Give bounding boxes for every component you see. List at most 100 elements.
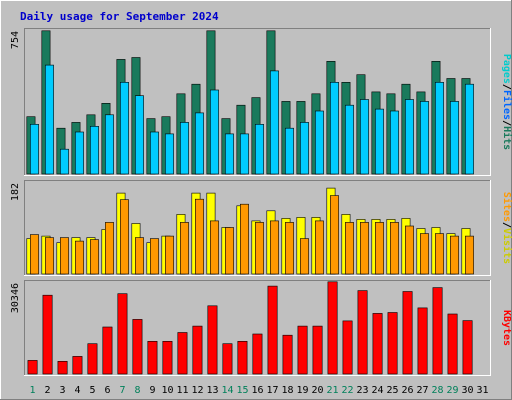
chart-title: Daily usage for September 2024 bbox=[20, 10, 219, 23]
bar-kbytes-day-13 bbox=[207, 305, 218, 375]
bar-files-day-9 bbox=[150, 131, 159, 175]
bar-kbytes-day-30 bbox=[462, 320, 473, 375]
x-tick-label-26: 26 bbox=[401, 385, 413, 396]
chart-panels: 754 Pages/Files/Hits 182 Sites/Visits 30346 K… bbox=[10, 28, 512, 376]
x-tick-label-3: 3 bbox=[59, 385, 65, 396]
bar-kbytes-day-28 bbox=[432, 287, 443, 375]
bar-files-day-27 bbox=[419, 101, 429, 175]
x-tick-label-6: 6 bbox=[104, 385, 110, 396]
bar-kbytes-day-22 bbox=[342, 320, 353, 375]
bar-sites-day-24 bbox=[374, 222, 384, 275]
y-max-tick-label: 182 bbox=[10, 183, 21, 201]
bar-files-day-12 bbox=[195, 112, 204, 175]
side-legend: Pages/Files/Hits bbox=[501, 54, 512, 150]
bar-kbytes-day-29 bbox=[447, 313, 458, 375]
bar-sites-day-27 bbox=[419, 233, 429, 275]
bar-kbytes-day-7 bbox=[117, 293, 128, 375]
bar-sites-day-6 bbox=[105, 222, 114, 275]
bar-sites-day-23 bbox=[359, 222, 369, 275]
x-tick-label-8: 8 bbox=[134, 385, 140, 396]
legend-label: Pages bbox=[501, 54, 512, 84]
bar-files-day-11 bbox=[180, 122, 189, 175]
bar-kbytes-day-18 bbox=[282, 334, 293, 375]
x-tick-label-18: 18 bbox=[281, 385, 293, 396]
bar-sites-day-11 bbox=[180, 222, 189, 275]
bar-sites-day-4 bbox=[75, 240, 84, 275]
bar-sites-day-7 bbox=[120, 199, 129, 275]
legend-label: Files bbox=[501, 90, 512, 120]
x-tick-label-4: 4 bbox=[74, 385, 80, 396]
bar-files-day-3 bbox=[59, 148, 69, 175]
bar-files-day-1 bbox=[29, 124, 39, 175]
x-axis-labels: 1 2 3 4 5 6 7 8 9 10 11 12 13 14 15 16 17 18 19 20 21 22 23 24 2… bbox=[29, 385, 488, 396]
bar-sites-day-17 bbox=[269, 220, 279, 275]
x-tick-label-15: 15 bbox=[236, 385, 248, 396]
bar-kbytes-day-15 bbox=[237, 340, 248, 375]
bar-sites-day-21 bbox=[329, 195, 339, 275]
x-tick-label-29: 29 bbox=[446, 385, 458, 396]
x-tick-label-21: 21 bbox=[326, 385, 338, 396]
panel-kbytes: 30346 KBytes bbox=[10, 280, 512, 376]
x-tick-label-17: 17 bbox=[266, 385, 278, 396]
bar-files-day-4 bbox=[75, 131, 84, 175]
y-max-tick-label: 754 bbox=[10, 31, 21, 49]
x-tick-label-13: 13 bbox=[206, 385, 218, 396]
x-tick-label-11: 11 bbox=[176, 385, 188, 396]
bar-kbytes-day-20 bbox=[312, 325, 323, 375]
x-tick-label-25: 25 bbox=[386, 385, 398, 396]
bar-kbytes-day-19 bbox=[297, 325, 308, 375]
bar-kbytes-day-12 bbox=[192, 325, 203, 375]
bar-kbytes-day-9 bbox=[147, 340, 158, 375]
x-tick-label-10: 10 bbox=[161, 385, 173, 396]
bar-files-day-13 bbox=[210, 89, 219, 175]
bar-files-day-14 bbox=[225, 133, 234, 175]
bar-files-day-25 bbox=[389, 110, 399, 175]
bar-files-day-28 bbox=[434, 82, 444, 175]
bar-kbytes-day-1 bbox=[27, 360, 38, 375]
bar-sites-day-26 bbox=[404, 225, 414, 275]
bar-files-day-29 bbox=[449, 101, 459, 175]
bar-sites-day-3 bbox=[59, 237, 69, 275]
bar-kbytes-day-16 bbox=[252, 333, 263, 375]
panel-visits_sites: 182 Sites/Visits bbox=[10, 180, 512, 276]
legend-label: KBytes bbox=[501, 310, 512, 346]
bar-files-day-8 bbox=[135, 95, 144, 175]
bar-files-day-19 bbox=[299, 122, 309, 175]
x-tick-label-5: 5 bbox=[89, 385, 95, 396]
x-tick-label-9: 9 bbox=[149, 385, 155, 396]
bar-kbytes-day-26 bbox=[402, 291, 413, 375]
bar-files-day-30 bbox=[464, 83, 474, 175]
x-tick-label-31: 31 bbox=[476, 385, 488, 396]
bar-kbytes-day-6 bbox=[102, 326, 113, 375]
bar-sites-day-2 bbox=[44, 237, 54, 275]
y-max-tick-label: 30346 bbox=[10, 283, 21, 313]
bar-kbytes-day-8 bbox=[132, 319, 143, 375]
x-tick-label-19: 19 bbox=[296, 385, 308, 396]
bar-kbytes-day-4 bbox=[72, 356, 83, 375]
bar-sites-day-29 bbox=[449, 235, 459, 275]
bar-sites-day-12 bbox=[195, 198, 204, 275]
x-tick-label-30: 30 bbox=[461, 385, 473, 396]
bar-sites-day-10 bbox=[165, 235, 174, 275]
x-tick-label-7: 7 bbox=[119, 385, 125, 396]
bar-files-day-18 bbox=[284, 127, 294, 175]
bar-files-day-17 bbox=[269, 70, 279, 175]
bar-kbytes-day-11 bbox=[177, 332, 188, 375]
bar-sites-day-9 bbox=[150, 238, 159, 275]
legend-label: Visits bbox=[501, 228, 512, 264]
bar-files-day-5 bbox=[90, 126, 99, 175]
x-tick-label-23: 23 bbox=[356, 385, 368, 396]
bar-files-day-15 bbox=[240, 133, 249, 175]
bar-files-day-24 bbox=[374, 108, 384, 175]
bar-kbytes-day-14 bbox=[222, 343, 233, 375]
bar-files-day-7 bbox=[120, 82, 129, 175]
x-tick-label-14: 14 bbox=[221, 385, 233, 396]
bar-kbytes-day-3 bbox=[57, 360, 68, 375]
bar-sites-day-30 bbox=[464, 235, 474, 275]
bar-files-day-16 bbox=[255, 124, 264, 175]
side-legend: Sites/Visits bbox=[501, 192, 512, 264]
x-tick-label-27: 27 bbox=[416, 385, 428, 396]
bar-kbytes-day-23 bbox=[357, 290, 368, 375]
